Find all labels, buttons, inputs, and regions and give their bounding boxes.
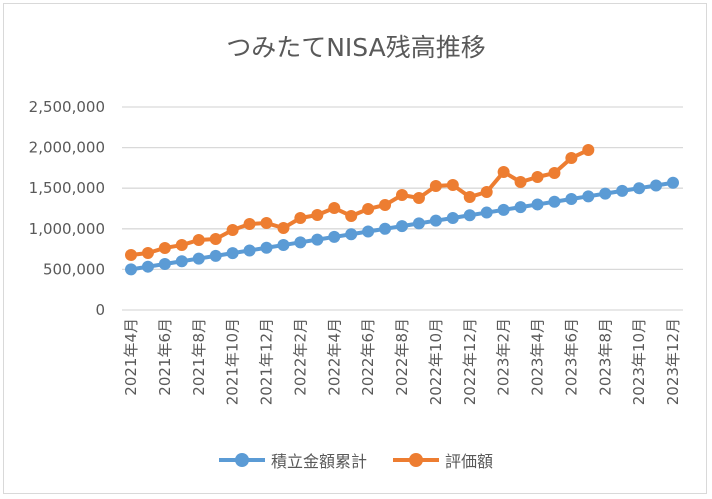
- data-point: [548, 195, 561, 208]
- x-tick-label: 2021年12月: [258, 318, 276, 405]
- data-point: [362, 202, 375, 215]
- x-tick-label: 2022年2月: [291, 318, 309, 396]
- data-point: [379, 199, 392, 212]
- data-point: [514, 176, 527, 189]
- data-point: [531, 170, 544, 183]
- data-point: [582, 190, 595, 203]
- data-point: [412, 217, 425, 230]
- data-point: [125, 249, 137, 262]
- y-tick-label: 1,000,000: [29, 220, 105, 238]
- x-tick-label: 2021年6月: [156, 318, 174, 396]
- data-point: [226, 247, 239, 260]
- x-tick-label: 2023年4月: [529, 318, 547, 396]
- data-point: [463, 190, 476, 203]
- data-point: [328, 230, 341, 243]
- data-point: [531, 198, 544, 211]
- data-point: [633, 182, 646, 195]
- data-point: [158, 241, 171, 254]
- data-point: [362, 225, 375, 238]
- chart-title: つみたてNISA残高推移: [226, 33, 486, 62]
- data-point: [243, 218, 256, 231]
- x-tick-label: 2023年12月: [664, 318, 682, 405]
- x-tick-label: 2023年10月: [630, 318, 648, 405]
- x-tick-label: 2023年2月: [495, 318, 513, 396]
- y-tick-label: 2,000,000: [29, 139, 105, 157]
- x-tick-label: 2021年10月: [224, 318, 242, 405]
- x-tick-label: 2023年8月: [596, 318, 614, 396]
- data-point: [260, 217, 273, 230]
- data-point: [667, 176, 679, 189]
- data-point: [192, 234, 205, 247]
- y-tick-label: 2,500,000: [29, 98, 105, 116]
- data-point: [480, 206, 493, 219]
- legend-item-cumulative: 積立金額累計: [218, 448, 367, 472]
- data-point: [446, 211, 459, 224]
- data-point: [429, 180, 442, 193]
- data-point: [294, 212, 307, 225]
- legend-label-cumulative: 積立金額累計: [270, 452, 367, 471]
- data-point: [125, 263, 137, 276]
- data-point: [463, 209, 476, 222]
- data-point: [294, 236, 307, 249]
- x-tick-label: 2022年6月: [359, 318, 377, 396]
- data-point: [345, 209, 358, 222]
- data-point: [582, 144, 595, 157]
- data-point: [209, 233, 222, 246]
- data-point: [446, 179, 459, 192]
- data-point: [141, 260, 154, 273]
- data-point: [599, 187, 612, 200]
- data-point: [548, 167, 561, 180]
- y-tick-label: 500,000: [43, 260, 105, 278]
- chart-area: [3, 3, 707, 494]
- data-point: [412, 192, 425, 205]
- data-point: [175, 239, 188, 252]
- data-point: [192, 252, 205, 265]
- data-point: [277, 221, 290, 234]
- data-point: [209, 249, 222, 262]
- data-point: [311, 233, 324, 246]
- data-point: [243, 244, 256, 257]
- legend-item-valuation: 評価額: [393, 448, 493, 472]
- data-point: [158, 257, 171, 270]
- data-point: [277, 239, 290, 252]
- legend-label-valuation: 評価額: [445, 452, 494, 471]
- data-point: [565, 193, 578, 206]
- data-point: [345, 228, 358, 241]
- series-line-1: [130, 148, 590, 258]
- x-tick-label: 2022年10月: [427, 318, 445, 405]
- data-point: [650, 179, 663, 192]
- data-point: [497, 165, 510, 178]
- data-point: [311, 208, 324, 221]
- legend-marker-cumulative: [218, 453, 265, 467]
- data-point: [328, 202, 341, 215]
- legend: 積立金額累計 評価額: [0, 448, 712, 472]
- data-point: [141, 246, 154, 259]
- y-tick-label: 1,500,000: [29, 179, 105, 197]
- data-point: [260, 241, 273, 254]
- x-tick-label: 2022年4月: [325, 318, 343, 396]
- data-point: [396, 220, 408, 233]
- x-tick-label: 2022年8月: [393, 318, 411, 396]
- x-tick-label: 2023年6月: [562, 318, 580, 396]
- x-tick-label: 2021年8月: [190, 318, 208, 396]
- legend-marker-valuation: [393, 453, 439, 467]
- data-point: [226, 224, 239, 237]
- data-point: [396, 189, 408, 202]
- x-tick-label: 2022年12月: [461, 318, 479, 405]
- x-tick-label: 2021年4月: [122, 318, 140, 396]
- data-point: [565, 151, 578, 164]
- data-point: [514, 201, 527, 214]
- data-point: [379, 222, 392, 235]
- data-point: [175, 255, 188, 268]
- data-point: [616, 184, 629, 197]
- data-point: [429, 214, 442, 227]
- data-point: [497, 203, 510, 216]
- data-point: [480, 186, 493, 199]
- y-tick-label: 0: [95, 301, 105, 319]
